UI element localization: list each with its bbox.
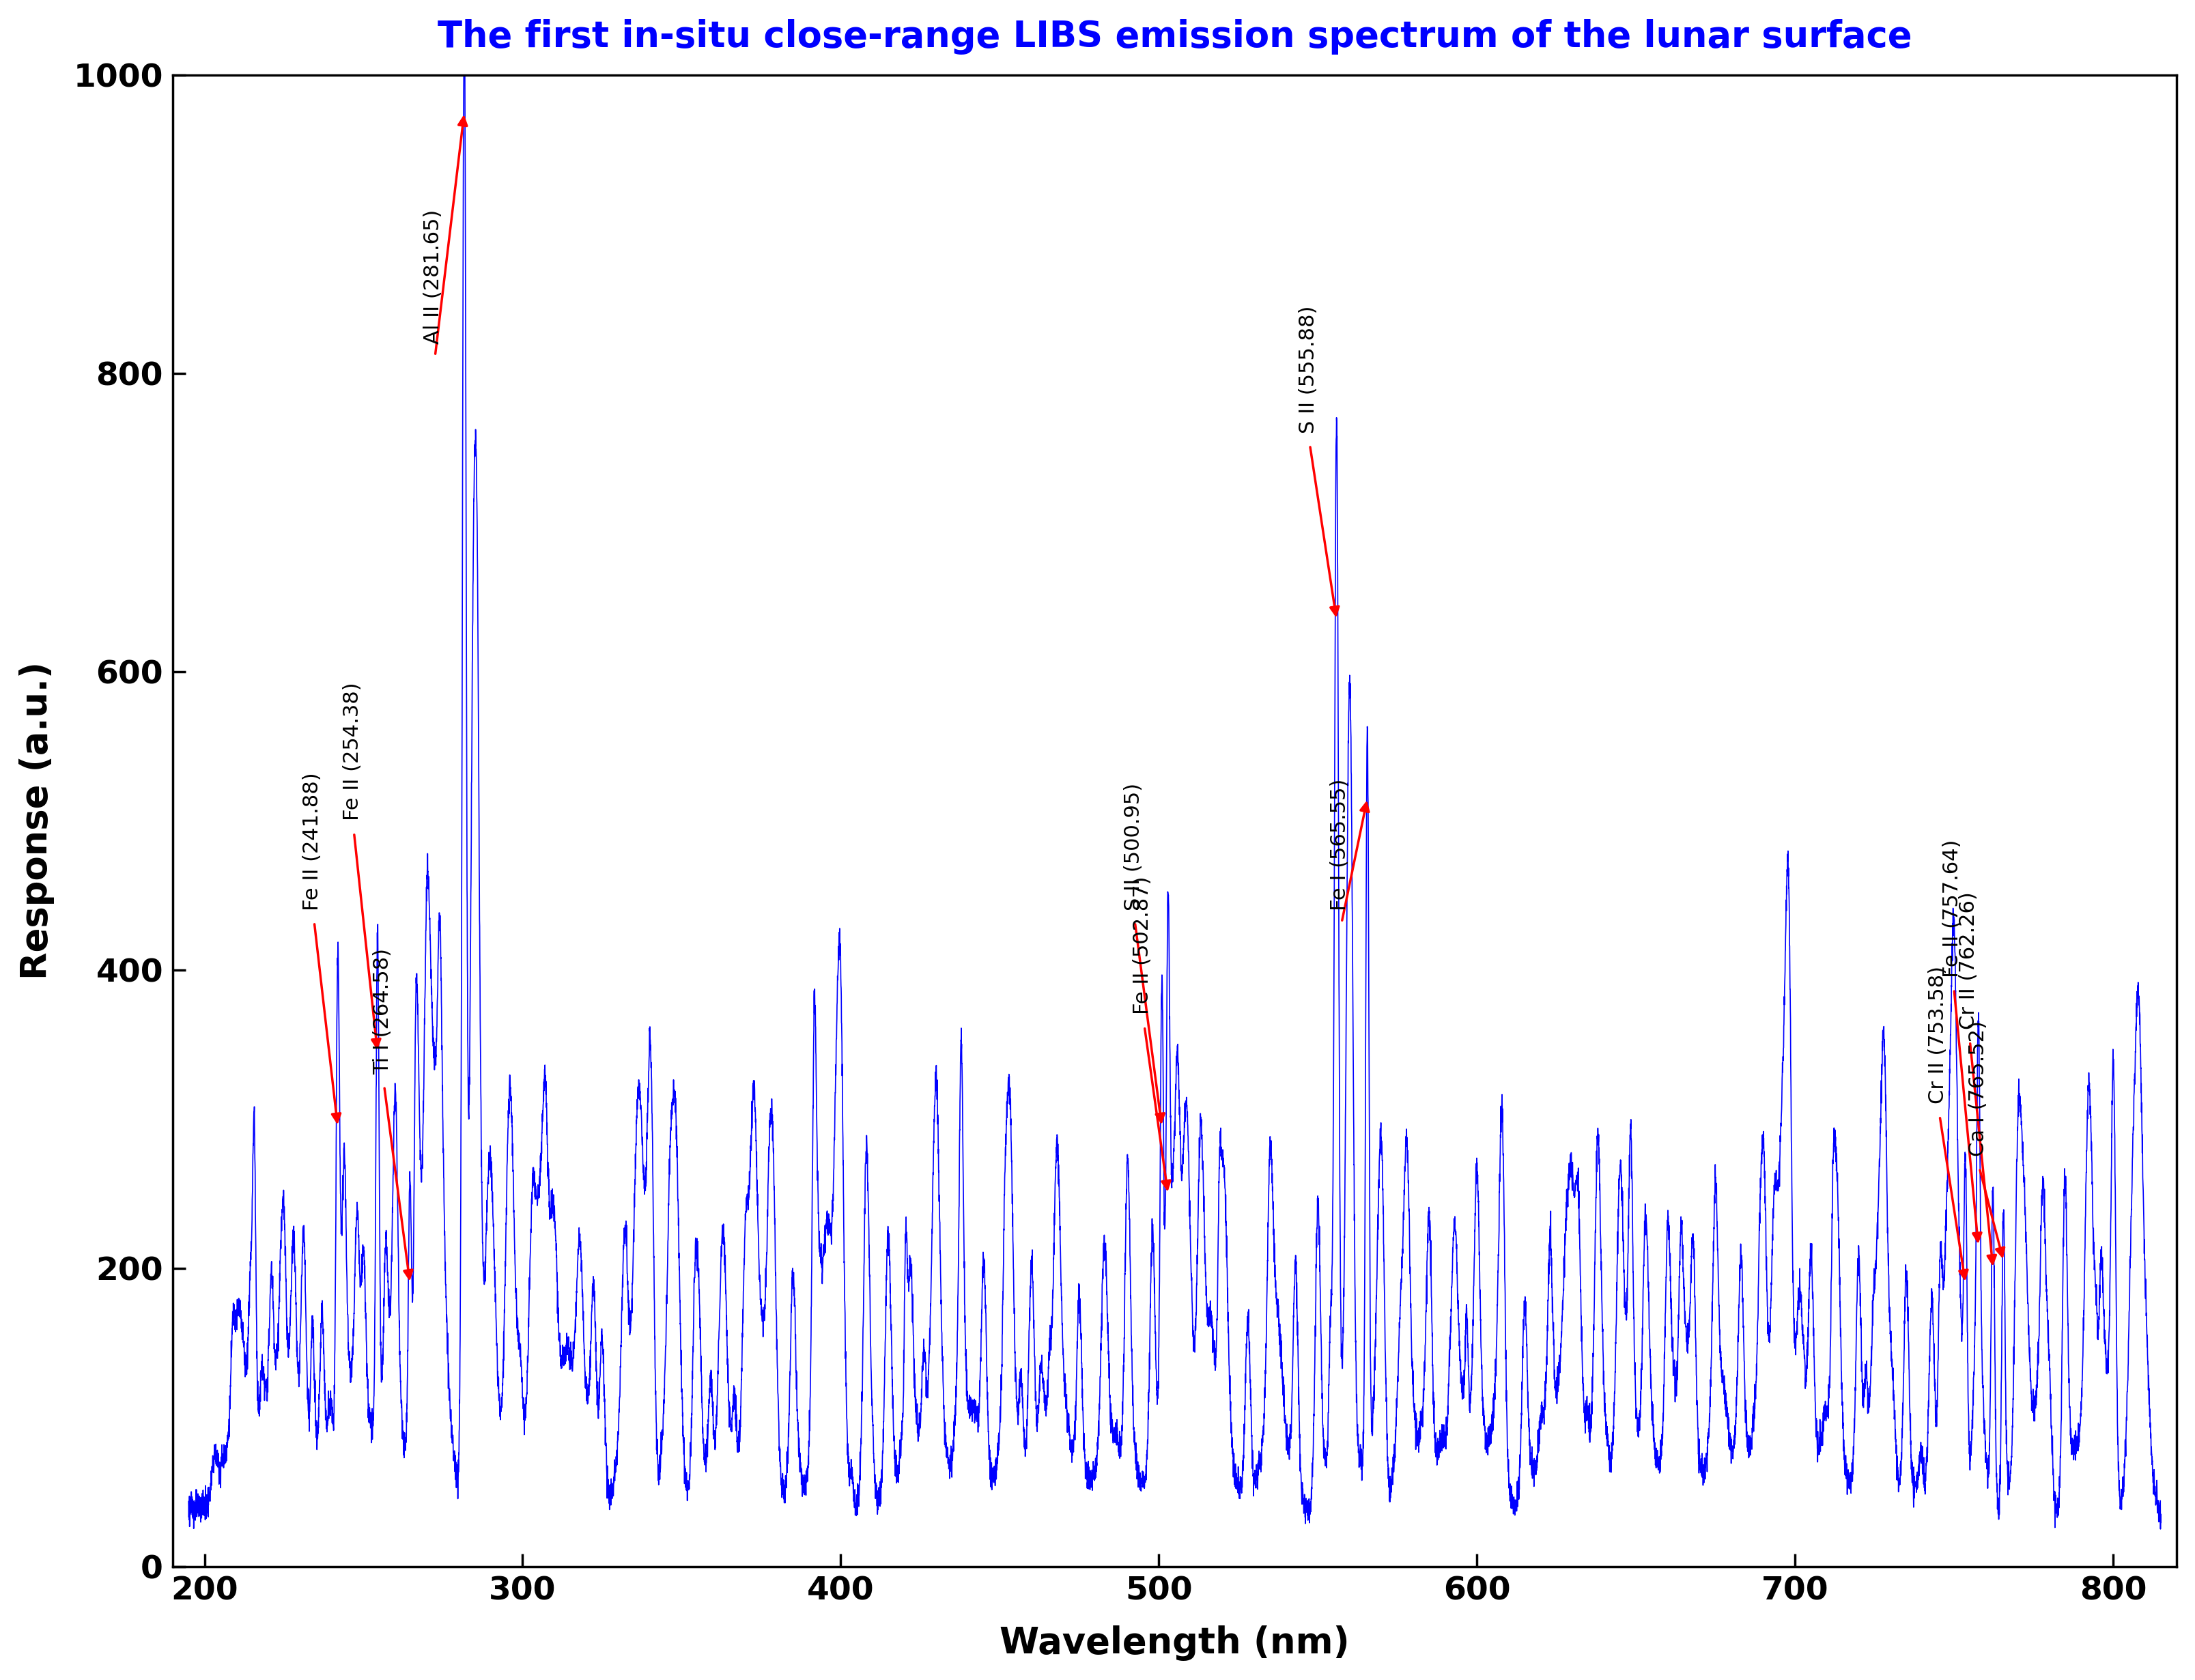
Y-axis label: Response (a.u.): Response (a.u.) [20,662,55,979]
Text: Fe II (502.87): Fe II (502.87) [1133,877,1152,1015]
Text: S II (500.95): S II (500.95) [1124,783,1144,911]
Title: The first in-situ close-range LIBS emission spectrum of the lunar surface: The first in-situ close-range LIBS emiss… [437,18,1912,54]
Text: Al II (281.65): Al II (281.65) [424,208,443,344]
Text: Fe II (757.64): Fe II (757.64) [1943,840,1962,978]
Text: Ti I (264.58): Ti I (264.58) [373,948,393,1074]
Text: Fe II (241.88): Fe II (241.88) [303,773,323,911]
Text: Fe I (565.55): Fe I (565.55) [1330,778,1350,911]
Text: Ca I (765.52): Ca I (765.52) [1967,1020,1986,1156]
Text: Cr II (762.26): Cr II (762.26) [1958,892,1978,1030]
Text: Fe II (254.38): Fe II (254.38) [342,682,362,822]
X-axis label: Wavelength (nm): Wavelength (nm) [999,1626,1350,1662]
Text: S II (555.88): S II (555.88) [1297,306,1317,433]
Text: Cr II (753.58): Cr II (753.58) [1927,966,1947,1104]
